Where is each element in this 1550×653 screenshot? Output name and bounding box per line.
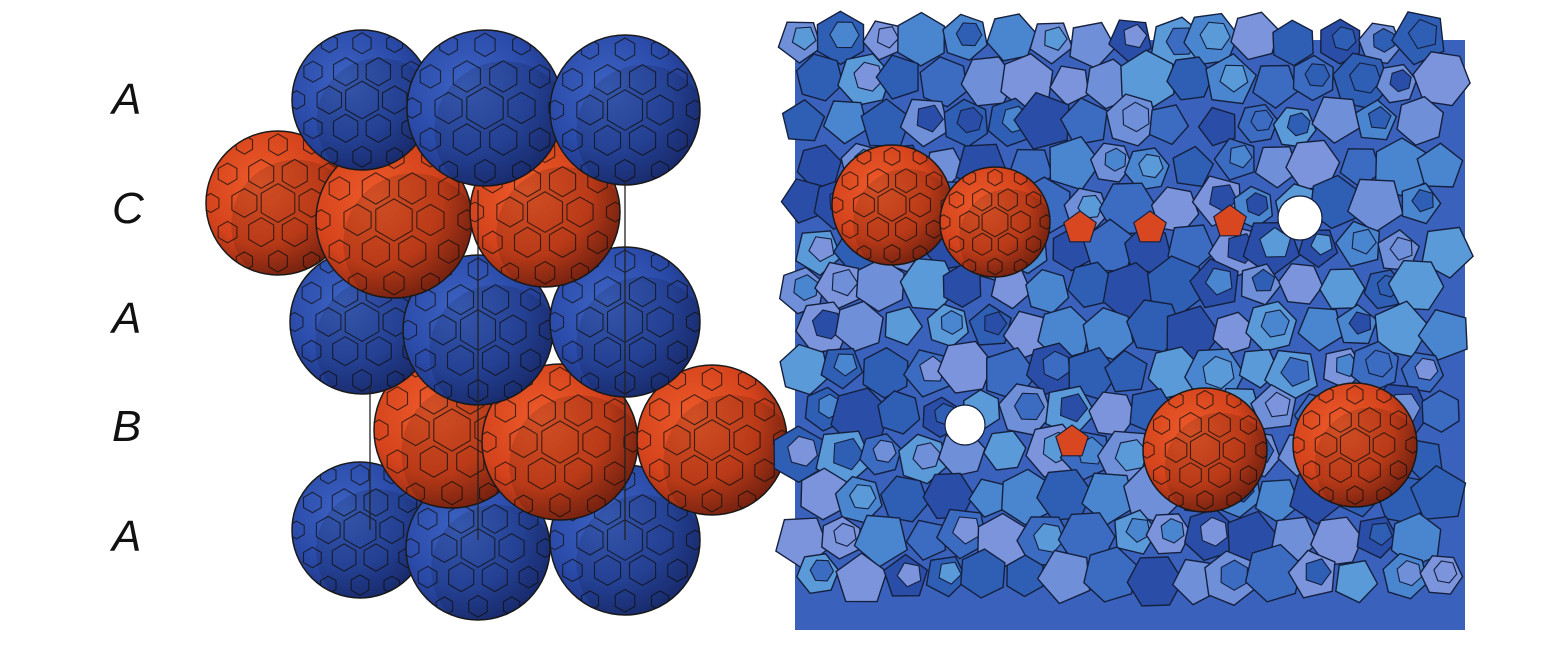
- red-facet: [1055, 424, 1089, 457]
- layer-label-0: A: [112, 75, 142, 124]
- cage-blue-13: [406, 29, 564, 187]
- red-facet: [1133, 210, 1167, 243]
- layer-label-4: A: [112, 512, 142, 561]
- layer-label-1: C: [112, 184, 144, 233]
- cage-blue-0: [291, 461, 429, 599]
- layer-label-2: A: [112, 294, 142, 343]
- layer-label-3: B: [112, 402, 142, 451]
- framework-group: [773, 10, 1474, 630]
- red-facet: [1063, 210, 1097, 243]
- framework-red-cage-2: [1142, 387, 1268, 513]
- framework-pore: [1277, 195, 1323, 241]
- framework-pore: [944, 404, 986, 446]
- red-facet: [1213, 204, 1247, 237]
